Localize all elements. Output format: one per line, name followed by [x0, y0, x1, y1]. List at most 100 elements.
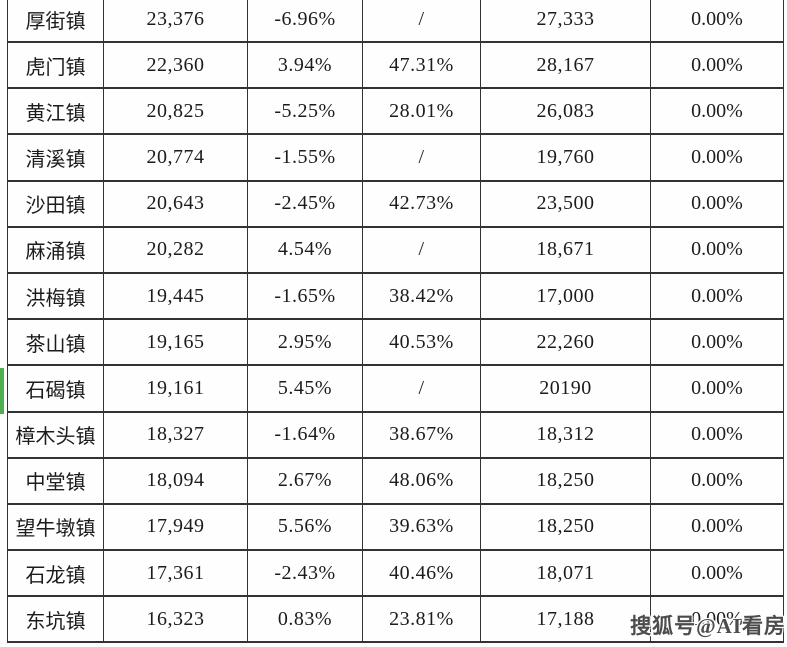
cell-first-value: 19,445: [103, 272, 248, 321]
cell-town-name: 石碣镇: [7, 365, 104, 413]
cell-town-name: 洪梅镇: [7, 272, 104, 321]
cell-first-value: 20,643: [103, 180, 248, 228]
table-row: 望牛墩镇 17,949 5.56% 39.63% 18,250 0.00%: [7, 503, 784, 552]
cell-town-name: 茶山镇: [7, 319, 104, 367]
cell-town-name: 虎门镇: [7, 42, 104, 90]
cell-first-value: 17,361: [103, 550, 248, 598]
table-row: 茶山镇 19,165 2.95% 40.53% 22,260 0.00%: [7, 319, 784, 367]
cell-second-percent: /: [362, 226, 481, 274]
cell-first-percent: -1.55%: [247, 134, 363, 182]
cell-second-value: 19,760: [480, 134, 651, 182]
cell-first-percent: -2.45%: [247, 180, 363, 228]
cell-town-name: 沙田镇: [7, 180, 104, 228]
cell-second-value: 20190: [480, 365, 651, 413]
cell-second-percent: /: [362, 365, 481, 413]
table-row: 黄江镇 20,825 -5.25% 28.01% 26,083 0.00%: [7, 88, 784, 136]
cell-town-name: 中堂镇: [7, 457, 104, 505]
table-row: 石龙镇 17,361 -2.43% 40.46% 18,071 0.00%: [7, 550, 784, 598]
cell-town-name: 黄江镇: [7, 88, 104, 136]
cell-second-value: 27,333: [480, 0, 651, 43]
cell-first-percent: 3.94%: [247, 42, 363, 90]
cell-second-percent: 38.42%: [362, 272, 481, 321]
cell-second-value: 28,167: [480, 42, 651, 90]
table-row: 厚街镇 23,376 -6.96% / 27,333 0.00%: [7, 0, 784, 43]
cell-first-percent: 2.67%: [247, 457, 363, 505]
table-row: 清溪镇 20,774 -1.55% / 19,760 0.00%: [7, 134, 784, 182]
cell-first-value: 16,323: [103, 596, 248, 644]
cell-second-value: 18,671: [480, 226, 651, 274]
towns-data-table: 厚街镇 23,376 -6.96% / 27,333 0.00% 虎门镇 22,…: [7, 0, 784, 644]
cell-zero-percent: 0.00%: [650, 411, 784, 459]
cell-second-percent: 38.67%: [362, 411, 481, 459]
cell-second-value: 17,188: [480, 596, 651, 644]
table-row: 洪梅镇 19,445 -1.65% 38.42% 17,000 0.00%: [7, 272, 784, 321]
cell-zero-percent: 0.00%: [650, 42, 784, 90]
cell-town-name: 望牛墩镇: [7, 503, 104, 552]
cell-zero-percent: 0.00%: [650, 180, 784, 228]
cell-second-value: 18,071: [480, 550, 651, 598]
cell-second-percent: 28.01%: [362, 88, 481, 136]
cell-second-value: 23,500: [480, 180, 651, 228]
table-row: 麻涌镇 20,282 4.54% / 18,671 0.00%: [7, 226, 784, 274]
cell-second-percent: 23.81%: [362, 596, 481, 644]
cell-zero-percent: 0.00%: [650, 550, 784, 598]
cell-second-percent: 48.06%: [362, 457, 481, 505]
cell-first-value: 19,161: [103, 365, 248, 413]
cell-first-value: 19,165: [103, 319, 248, 367]
cell-town-name: 厚街镇: [7, 0, 104, 43]
cell-first-value: 20,825: [103, 88, 248, 136]
cell-second-value: 26,083: [480, 88, 651, 136]
cell-first-percent: 0.83%: [247, 596, 363, 644]
cell-zero-percent: 0.00%: [650, 134, 784, 182]
table-row: 东坑镇 16,323 0.83% 23.81% 17,188 0.00%: [7, 596, 784, 644]
cell-second-percent: 47.31%: [362, 42, 481, 90]
cell-second-percent: /: [362, 134, 481, 182]
cell-first-percent: -6.96%: [247, 0, 363, 43]
cell-second-percent: 40.46%: [362, 550, 481, 598]
table-row: 虎门镇 22,360 3.94% 47.31% 28,167 0.00%: [7, 42, 784, 90]
cell-zero-percent: 0.00%: [650, 365, 784, 413]
row-highlight-marker: [0, 368, 4, 414]
cell-town-name: 石龙镇: [7, 550, 104, 598]
cell-first-percent: 5.56%: [247, 503, 363, 552]
cell-first-percent: 5.45%: [247, 365, 363, 413]
cell-second-value: 18,250: [480, 503, 651, 552]
cell-first-percent: -1.65%: [247, 272, 363, 321]
cell-first-value: 17,949: [103, 503, 248, 552]
cell-zero-percent: 0.00%: [650, 596, 784, 644]
cell-first-percent: 2.95%: [247, 319, 363, 367]
cell-zero-percent: 0.00%: [650, 226, 784, 274]
cell-zero-percent: 0.00%: [650, 88, 784, 136]
cell-town-name: 麻涌镇: [7, 226, 104, 274]
cell-second-percent: 39.63%: [362, 503, 481, 552]
cell-town-name: 东坑镇: [7, 596, 104, 644]
table-row: 樟木头镇 18,327 -1.64% 38.67% 18,312 0.00%: [7, 411, 784, 459]
table-row: 中堂镇 18,094 2.67% 48.06% 18,250 0.00%: [7, 457, 784, 505]
cell-zero-percent: 0.00%: [650, 0, 784, 43]
cell-first-value: 20,774: [103, 134, 248, 182]
cell-first-percent: -1.64%: [247, 411, 363, 459]
cell-first-value: 22,360: [103, 42, 248, 90]
cell-first-value: 18,327: [103, 411, 248, 459]
cell-first-percent: -2.43%: [247, 550, 363, 598]
cell-first-value: 23,376: [103, 0, 248, 43]
table-body: 厚街镇 23,376 -6.96% / 27,333 0.00% 虎门镇 22,…: [7, 0, 784, 644]
cell-zero-percent: 0.00%: [650, 272, 784, 321]
cell-zero-percent: 0.00%: [650, 319, 784, 367]
cell-town-name: 樟木头镇: [7, 411, 104, 459]
cell-second-percent: 42.73%: [362, 180, 481, 228]
cell-first-percent: -5.25%: [247, 88, 363, 136]
cell-first-percent: 4.54%: [247, 226, 363, 274]
table-row: 石碣镇 19,161 5.45% / 20190 0.00%: [7, 365, 784, 413]
cell-first-value: 20,282: [103, 226, 248, 274]
cell-zero-percent: 0.00%: [650, 457, 784, 505]
watermark: 搜狐号@AI看房: [630, 614, 786, 638]
cell-second-value: 22,260: [480, 319, 651, 367]
cell-second-value: 17,000: [480, 272, 651, 321]
cell-town-name: 清溪镇: [7, 134, 104, 182]
cell-second-percent: 40.53%: [362, 319, 481, 367]
cell-zero-percent: 0.00%: [650, 503, 784, 552]
table-row: 沙田镇 20,643 -2.45% 42.73% 23,500 0.00%: [7, 180, 784, 228]
cell-first-value: 18,094: [103, 457, 248, 505]
